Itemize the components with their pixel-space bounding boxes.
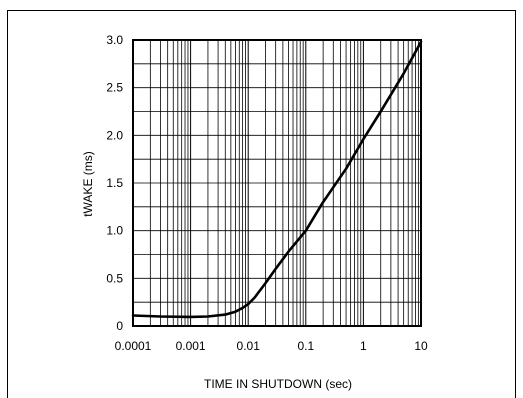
x-tick-label: 1 (360, 339, 367, 353)
x-axis-label: TIME IN SHUTDOWN (sec) (204, 377, 352, 391)
y-axis-label: tWAKE (ms) (81, 151, 95, 217)
y-tick-label: 1.5 (106, 176, 123, 190)
y-tick-label: 0.5 (106, 271, 123, 285)
x-tick-label: 0.0001 (115, 339, 152, 353)
x-tick-labels: 0.0001 0.001 0.01 0.1 1 10 (115, 339, 428, 353)
series-line (131, 40, 423, 319)
x-tick-label: 0.1 (297, 339, 314, 353)
y-tick-labels: 0 0.5 1.0 1.5 2.0 2.5 3.0 (106, 33, 123, 333)
grid (132, 40, 421, 326)
x-tick-label: 0.001 (176, 339, 206, 353)
y-tick-label: 0 (116, 319, 123, 333)
y-tick-label: 2.0 (106, 128, 123, 142)
y-tick-label: 1.0 (106, 224, 123, 238)
chart-frame (7, 10, 516, 398)
y-tick-label: 2.5 (106, 81, 123, 95)
x-tick-label: 10 (414, 339, 428, 353)
x-tick-label: 0.01 (237, 339, 261, 353)
y-tick-label: 3.0 (106, 33, 123, 47)
plot-area (132, 39, 422, 327)
